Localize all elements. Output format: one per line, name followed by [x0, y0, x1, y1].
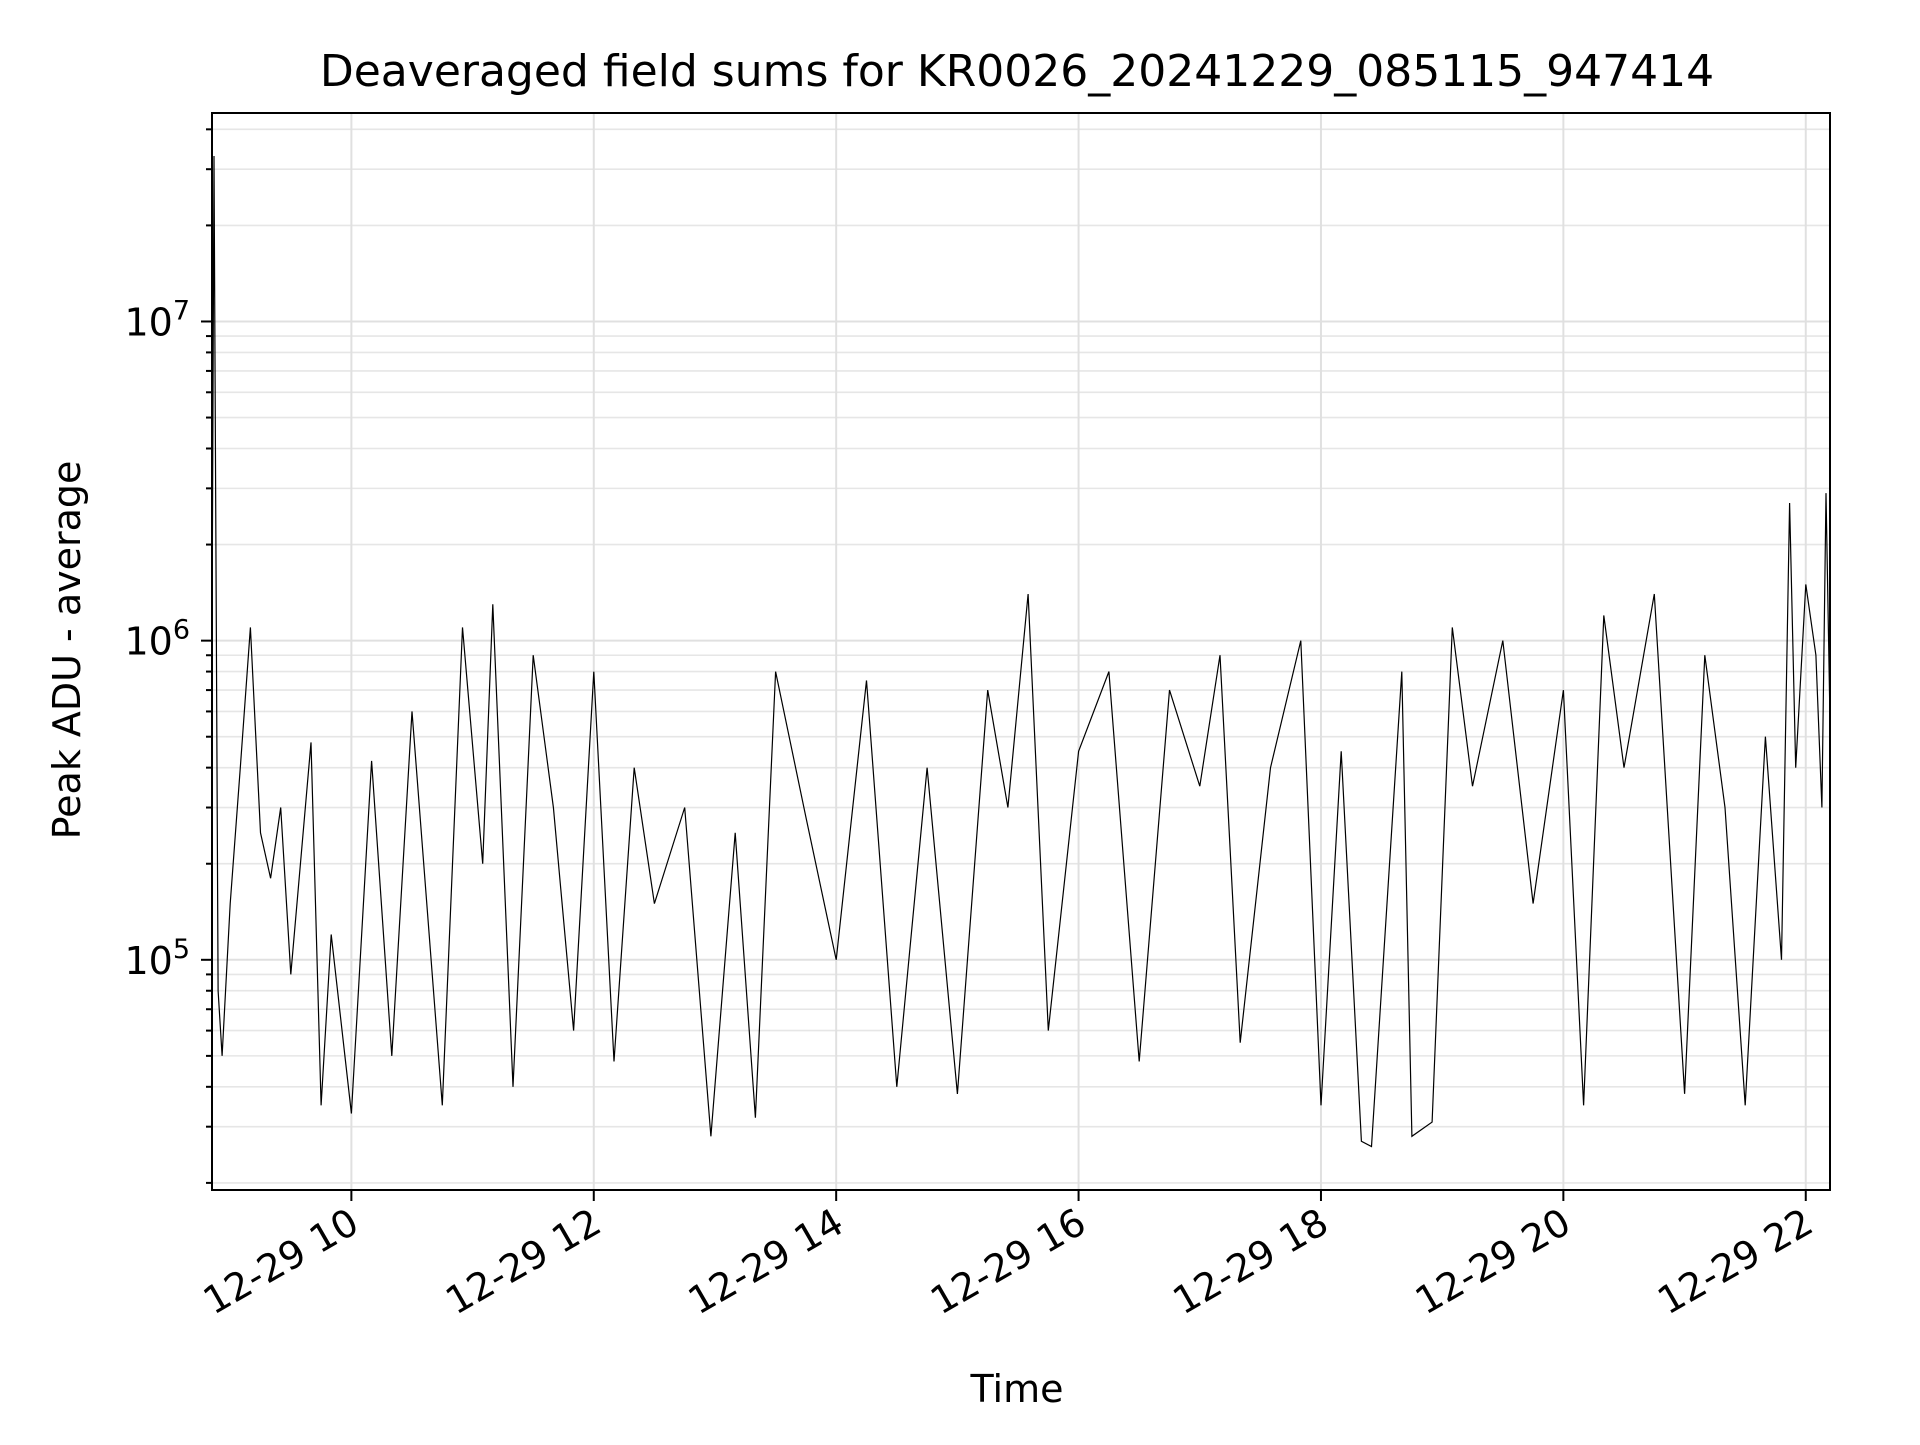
- series-layer: [211, 155, 1831, 1148]
- y-tick-label: 107: [124, 295, 190, 344]
- chart-title: Deaveraged field sums for KR0026_2024122…: [320, 46, 1714, 97]
- grid: [212, 113, 1830, 1190]
- y-tick-label: 105: [124, 934, 190, 983]
- x-axis-label: Time: [970, 1367, 1064, 1411]
- y-tick-label: 106: [124, 615, 190, 664]
- series-line: [211, 155, 1831, 1148]
- axes-frame: [211, 112, 1831, 1191]
- y-axis-label: Peak ADU - average: [45, 461, 89, 840]
